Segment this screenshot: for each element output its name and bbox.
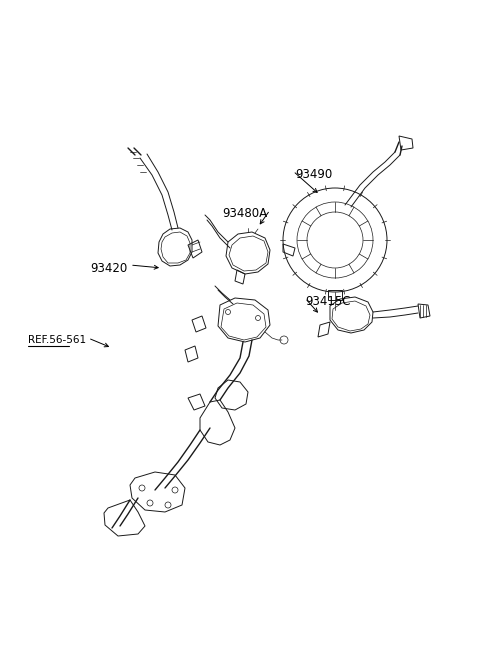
Text: 93480A: 93480A — [222, 207, 267, 220]
Text: 93415C: 93415C — [305, 295, 350, 308]
Text: 93420: 93420 — [90, 262, 127, 275]
Text: 93490: 93490 — [295, 168, 332, 181]
Text: REF.56-561: REF.56-561 — [28, 335, 86, 345]
